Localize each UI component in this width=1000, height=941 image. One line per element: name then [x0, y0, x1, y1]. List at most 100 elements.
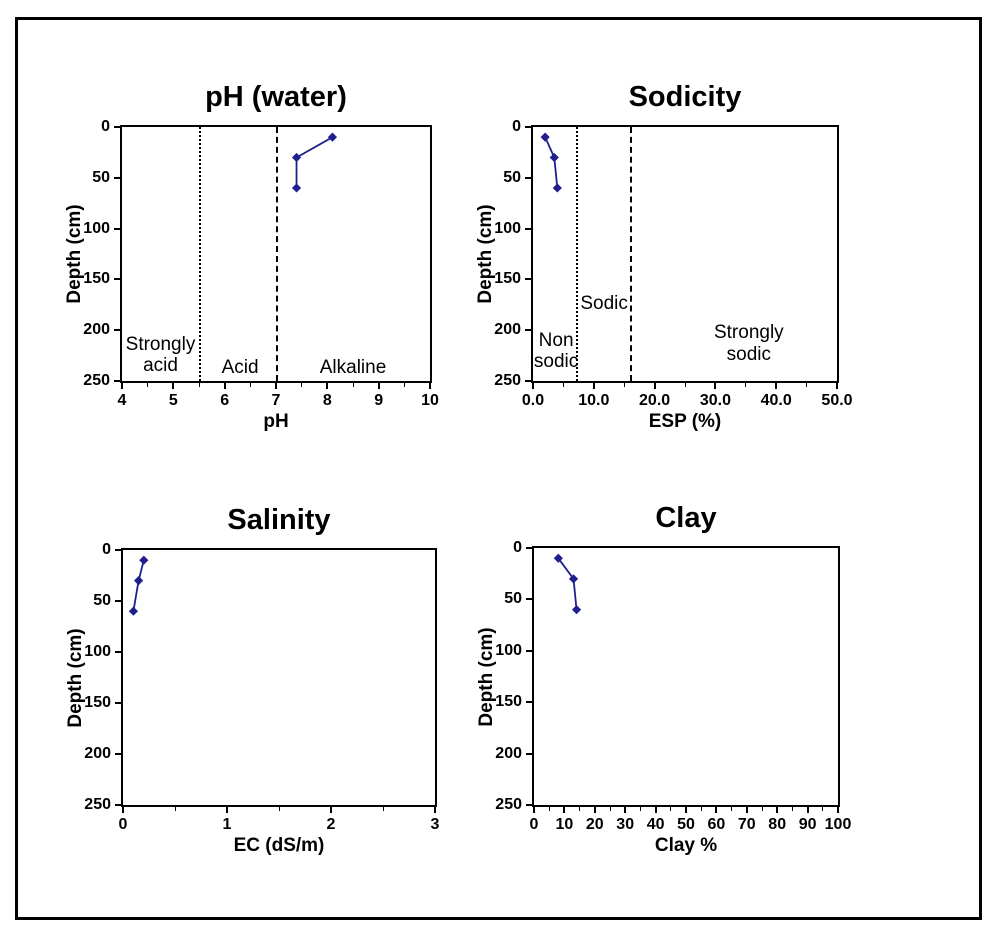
x-axis-tick: [122, 807, 124, 813]
data-point-marker: [327, 132, 338, 142]
x-axis-tick-label: 8: [322, 392, 332, 409]
x-axis-minor-tick: [623, 383, 625, 387]
y-axis-tick: [525, 176, 531, 179]
data-series: [553, 553, 582, 615]
data-series: [291, 132, 338, 193]
x-axis-tick: [532, 383, 534, 389]
x-axis-minor-tick: [382, 807, 384, 811]
data-point-marker: [139, 555, 149, 565]
x-axis-tick: [654, 807, 657, 813]
x-axis-minor-tick: [147, 383, 149, 387]
x-axis-minor-tick: [548, 807, 550, 811]
x-axis-minor-tick: [249, 383, 251, 387]
chart-title: Clay: [655, 502, 717, 534]
x-axis-tick-label: 60: [707, 816, 726, 833]
y-axis-tick: [525, 380, 531, 382]
x-axis-tick: [226, 807, 228, 813]
y-axis-tick-label: 50: [92, 168, 110, 186]
x-axis-minor-tick: [684, 383, 686, 387]
y-axis-tick-label: 0: [513, 539, 522, 556]
data-series: [540, 132, 562, 193]
plot-area: Sodic Non sodic Strongly sodic: [531, 125, 839, 383]
x-axis-tick-label: 2: [326, 816, 336, 833]
x-axis-minor-tick: [639, 807, 641, 811]
x-axis-tick-label: 1: [222, 816, 232, 833]
y-axis-title: Depth (cm): [476, 626, 497, 727]
zone-label: Sodic: [580, 292, 628, 314]
x-axis-tick-label: 20: [585, 816, 604, 833]
x-axis-tick-label: 0.0: [521, 392, 545, 409]
x-axis-minor-tick: [761, 807, 763, 811]
y-axis-tick-label: 50: [93, 592, 111, 609]
x-axis-tick-label: 40: [646, 816, 665, 833]
y-axis-tick-label: 50: [504, 590, 522, 608]
x-axis-tick-label: 80: [768, 816, 787, 833]
y-axis-tick: [115, 600, 121, 602]
x-axis-minor-tick: [731, 807, 733, 811]
y-axis-tick-label: 200: [83, 321, 110, 339]
x-axis-tick: [776, 807, 779, 813]
x-axis-title: Clay %: [654, 835, 718, 856]
zone-label: Acid: [221, 356, 259, 378]
x-axis-tick: [653, 383, 656, 389]
zone-label: Strongly sodic: [713, 322, 784, 366]
x-axis-minor-tick: [278, 807, 280, 811]
x-axis-tick: [593, 807, 596, 813]
x-axis-tick: [434, 807, 436, 813]
x-axis-minor-tick: [301, 383, 303, 387]
data-point-marker: [571, 605, 582, 615]
x-axis-tick: [685, 807, 687, 813]
y-axis-tick: [526, 804, 532, 806]
x-axis-tick: [836, 383, 838, 389]
y-axis-tick-label: 200: [494, 321, 521, 339]
data-point-marker: [291, 152, 302, 163]
x-axis-title: pH: [263, 411, 289, 432]
x-axis-title: EC (dS/m): [233, 835, 325, 856]
x-axis-tick-label: 20.0: [639, 392, 671, 409]
x-axis-tick: [775, 383, 778, 389]
x-axis-minor-tick: [670, 807, 672, 811]
x-axis-tick: [223, 383, 226, 389]
x-axis-tick: [330, 807, 332, 813]
y-axis-tick-label: 200: [495, 744, 522, 762]
x-axis-tick-label: 70: [737, 816, 756, 833]
x-axis-tick: [326, 383, 329, 389]
x-axis-tick-label: 7: [271, 392, 281, 409]
x-axis-tick-label: 10.0: [578, 392, 610, 409]
depth-profile-line: [557, 557, 578, 610]
x-axis-tick: [745, 807, 748, 813]
data-series: [128, 555, 149, 616]
x-axis-tick: [429, 383, 431, 389]
x-axis-tick-label: 10: [421, 392, 439, 409]
x-axis-minor-tick: [198, 383, 200, 387]
x-axis-minor-tick: [745, 383, 747, 387]
x-axis-tick: [837, 807, 839, 813]
chart-title: Salinity: [227, 504, 331, 536]
x-axis-tick-label: 9: [374, 392, 384, 409]
zone-label: Strongly acid: [125, 333, 196, 377]
x-axis-tick-label: 30: [616, 816, 635, 833]
data-point-marker: [291, 183, 302, 193]
x-axis-minor-tick: [806, 383, 808, 387]
y-axis-tick: [526, 752, 532, 755]
zone-label: Non sodic: [533, 329, 579, 373]
x-axis-minor-tick: [609, 807, 611, 811]
chart-title: pH (water): [205, 81, 347, 113]
x-axis-minor-tick: [579, 807, 581, 811]
plot-area: [121, 548, 437, 807]
x-axis-tick: [806, 807, 809, 813]
x-axis-tick: [714, 383, 717, 389]
y-axis-tick-label: 150: [494, 270, 521, 288]
y-axis-tick-label: 0: [101, 118, 110, 135]
x-axis-tick-label: 3: [430, 816, 440, 833]
reference-line-dotted: [199, 127, 201, 381]
x-axis-tick-label: 6: [220, 392, 230, 409]
x-axis-tick-label: 100: [824, 816, 852, 833]
x-axis-tick-label: 5: [168, 392, 178, 409]
zone-label: Alkaline: [319, 356, 387, 378]
x-axis-minor-tick: [403, 383, 405, 387]
